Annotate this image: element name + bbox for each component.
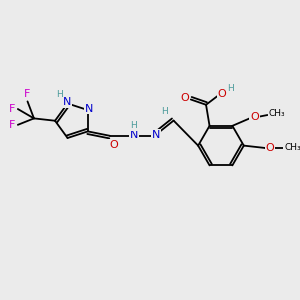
Text: N: N: [130, 130, 138, 140]
Text: O: O: [109, 140, 118, 150]
Text: N: N: [62, 97, 71, 107]
Text: N: N: [85, 103, 93, 114]
Text: O: O: [266, 143, 274, 153]
Text: F: F: [9, 120, 15, 130]
Text: N: N: [152, 130, 160, 140]
Text: O: O: [180, 93, 189, 103]
Text: F: F: [9, 104, 15, 114]
Text: H: H: [227, 85, 234, 94]
Text: F: F: [24, 89, 31, 99]
Text: O: O: [218, 89, 226, 99]
Text: H: H: [161, 107, 168, 116]
Text: H: H: [130, 121, 137, 130]
Text: CH₃: CH₃: [284, 143, 300, 152]
Text: CH₃: CH₃: [268, 109, 285, 118]
Text: H: H: [56, 90, 63, 99]
Text: O: O: [250, 112, 259, 122]
